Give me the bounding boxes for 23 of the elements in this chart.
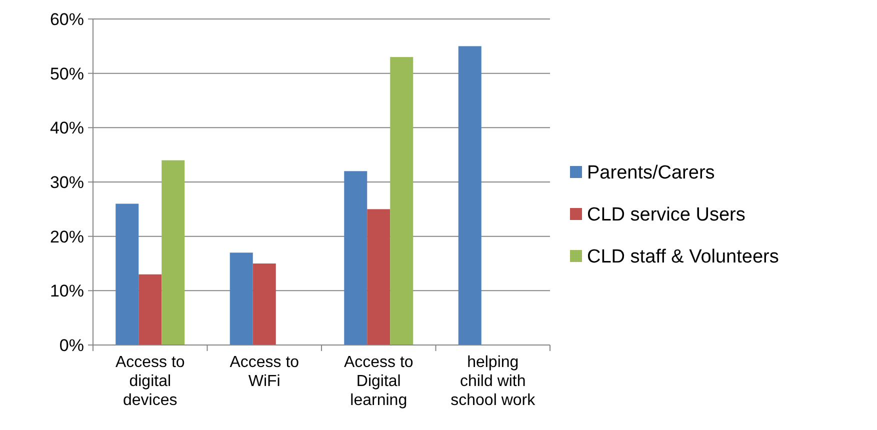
- x-tick-label: Access to digital devices: [115, 354, 185, 409]
- legend-label: CLD staff & Volunteers: [587, 246, 779, 268]
- bar: [116, 204, 139, 345]
- bar: [138, 274, 162, 345]
- y-tick-label: 30%: [50, 172, 84, 192]
- y-tick-label: 60%: [50, 10, 84, 29]
- bar: [390, 57, 414, 345]
- x-tick-label: helping child with school work: [450, 354, 536, 409]
- x-tick-label: Access to Digital learning: [344, 354, 414, 409]
- y-tick-label: 0%: [59, 336, 84, 355]
- legend-label: CLD service Users: [587, 204, 746, 226]
- bar: [162, 160, 185, 345]
- legend-label: Parents/Carers: [587, 162, 715, 184]
- y-tick-label: 10%: [50, 282, 84, 301]
- x-tick-label: Access to WiFi: [230, 354, 300, 390]
- bar: [367, 209, 390, 345]
- bar: [230, 252, 253, 345]
- bar: [252, 264, 276, 345]
- bar: [458, 46, 482, 345]
- bar: [344, 171, 368, 345]
- y-tick-label: 50%: [50, 64, 84, 84]
- y-tick-label: 40%: [50, 118, 84, 138]
- y-tick-label: 20%: [50, 227, 84, 246]
